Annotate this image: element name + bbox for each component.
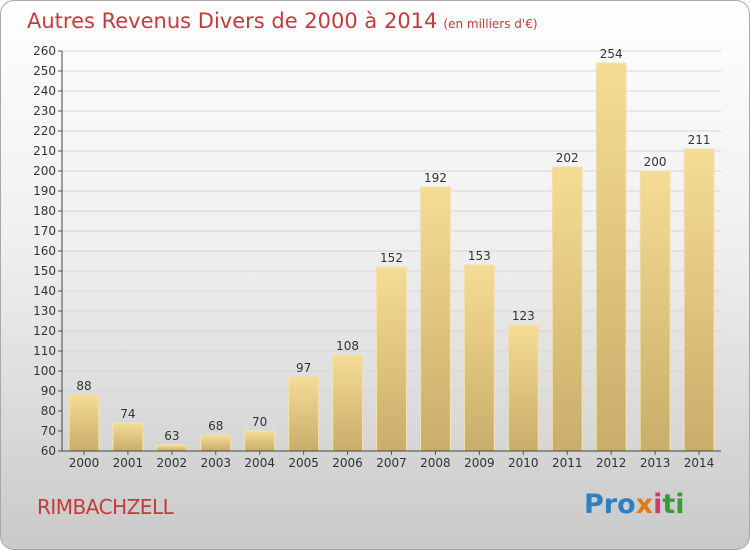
- bar: [200, 434, 232, 452]
- y-tick-label: 220: [33, 124, 56, 138]
- x-tick-label: 2008: [420, 456, 451, 470]
- x-tick-label: 2004: [244, 456, 275, 470]
- data-label: 192: [424, 171, 447, 185]
- y-tick-label: 90: [41, 384, 56, 398]
- y-tick-label: 80: [41, 404, 56, 418]
- x-tick-label: 2006: [332, 456, 363, 470]
- bar: [112, 422, 144, 452]
- chart-subtitle: (en milliers d'€): [443, 17, 538, 31]
- y-tick-label: 70: [41, 424, 56, 438]
- y-tick-label: 180: [33, 204, 56, 218]
- y-tick-label: 240: [33, 84, 56, 98]
- data-label: 123: [512, 309, 535, 323]
- y-tick-label: 130: [33, 304, 56, 318]
- x-tick-label: 2002: [157, 456, 188, 470]
- data-label: 70: [252, 415, 267, 429]
- x-tick-label: 2003: [200, 456, 231, 470]
- x-tick-label: 2014: [684, 456, 715, 470]
- y-tick-label: 210: [33, 144, 56, 158]
- data-label: 97: [296, 361, 311, 375]
- bar: [376, 266, 407, 452]
- y-tick-label: 100: [33, 364, 56, 378]
- y-tick-label: 190: [33, 184, 56, 198]
- y-tick-label: 250: [33, 64, 56, 78]
- x-tick-label: 2010: [508, 456, 539, 470]
- data-label: 74: [120, 407, 135, 421]
- x-tick-label: 2012: [596, 456, 627, 470]
- y-tick-label: 200: [33, 164, 56, 178]
- bar: [595, 62, 627, 452]
- data-label: 254: [600, 47, 623, 61]
- data-label: 88: [76, 379, 91, 393]
- bar: [288, 376, 320, 452]
- data-label: 152: [380, 251, 403, 265]
- x-tick-label: 2000: [69, 456, 100, 470]
- x-tick-label: 2011: [552, 456, 583, 470]
- chart-title-text: Autres Revenus Divers de 2000 à 2014: [27, 9, 438, 33]
- bar: [332, 354, 364, 452]
- x-tick-label: 2009: [464, 456, 495, 470]
- y-tick-label: 140: [33, 284, 56, 298]
- y-tick-label: 120: [33, 324, 56, 338]
- data-label: 202: [556, 151, 579, 165]
- bar: [507, 324, 539, 452]
- y-tick-label: 160: [33, 244, 56, 258]
- bar: [244, 430, 276, 452]
- y-tick-label: 170: [33, 224, 56, 238]
- bar: [419, 186, 451, 452]
- proxiti-logo: Proxiti: [584, 489, 685, 520]
- y-tick-label: 260: [33, 44, 56, 58]
- y-tick-label: 110: [33, 344, 56, 358]
- bar: [463, 264, 495, 452]
- bar: [68, 394, 100, 452]
- axes: 60 70 80 90 100 110 120 130 140 150 160 170 180 190 20…: [33, 44, 721, 470]
- data-label: 108: [336, 339, 359, 353]
- data-label: 68: [208, 419, 223, 433]
- bar: [551, 166, 583, 452]
- bars: 88 74 63 68 70 97 108 152 192 153 123 202 254 200 211: [68, 47, 715, 452]
- y-tick-label: 150: [33, 264, 56, 278]
- data-label: 63: [164, 429, 179, 443]
- bar: [683, 148, 715, 452]
- x-tick-label: 2001: [113, 456, 144, 470]
- x-tick-label: 2007: [376, 456, 407, 470]
- data-label: 153: [468, 249, 491, 263]
- data-label: 200: [644, 155, 667, 169]
- chart-title: Autres Revenus Divers de 2000 à 2014 (en …: [27, 9, 538, 33]
- y-tick-label: 230: [33, 104, 56, 118]
- x-tick-label: 2013: [640, 456, 671, 470]
- town-name: RIMBACHZELL: [37, 495, 174, 519]
- x-tick-label: 2005: [288, 456, 319, 470]
- data-label: 211: [688, 133, 711, 147]
- y-tick-label: 60: [41, 444, 56, 458]
- bar: [639, 170, 671, 452]
- bar: [156, 444, 188, 452]
